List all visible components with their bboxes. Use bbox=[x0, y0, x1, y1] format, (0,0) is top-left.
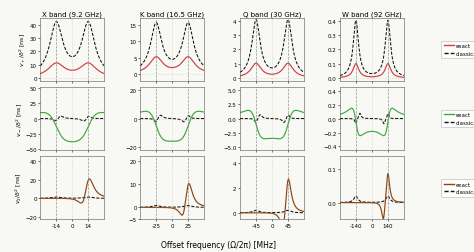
Y-axis label: $v_-/\delta^2$ [ns]: $v_-/\delta^2$ [ns] bbox=[14, 102, 24, 136]
Y-axis label: $v_2/\delta^2$ [ns]: $v_2/\delta^2$ [ns] bbox=[14, 172, 24, 204]
Y-axis label: $v_+/\delta^2$ [ns]: $v_+/\delta^2$ [ns] bbox=[18, 33, 28, 67]
Title: X band (9.2 GHz): X band (9.2 GHz) bbox=[42, 11, 102, 18]
Legend: exact, classical: exact, classical bbox=[441, 179, 474, 197]
Legend: exact, classical: exact, classical bbox=[441, 41, 474, 59]
Title: W band (92 GHz): W band (92 GHz) bbox=[342, 11, 402, 18]
Title: Q band (30 GHz): Q band (30 GHz) bbox=[243, 11, 301, 18]
Legend: exact, classical: exact, classical bbox=[441, 110, 474, 128]
Title: K band (16.5 GHz): K band (16.5 GHz) bbox=[140, 11, 204, 18]
Text: Offset frequency (Ω/2π) [MHz]: Offset frequency (Ω/2π) [MHz] bbox=[161, 240, 275, 249]
